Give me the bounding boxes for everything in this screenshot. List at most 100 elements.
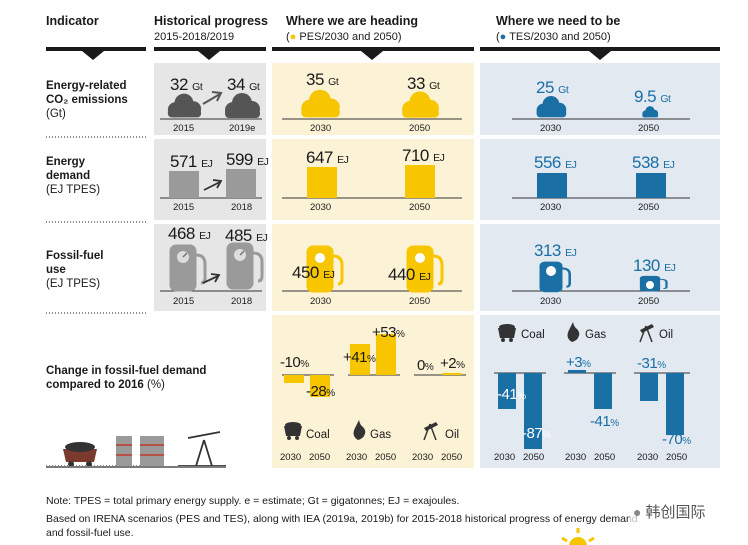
pes-oil-2050-bar bbox=[442, 373, 462, 375]
tes-oil-2050-pct: -70% bbox=[662, 431, 692, 448]
coal-cart-illustration-icon bbox=[63, 442, 97, 467]
change-bars-pes bbox=[46, 322, 690, 468]
co2-pes-2030-value: 35 Gt bbox=[306, 70, 339, 89]
energy-hist-2015-value: 571 EJ bbox=[170, 152, 213, 171]
pes-coal-2050-bar bbox=[310, 375, 330, 397]
row-label-co2: Energy-related CO₂ emissions (Gt) bbox=[46, 80, 128, 120]
arrow-icon bbox=[203, 179, 223, 191]
header-need-sub: (● TES/2030 and 2050) bbox=[496, 31, 611, 43]
co2-pes-2050-value: 33 Gt bbox=[407, 74, 440, 93]
illustration-ground bbox=[46, 466, 226, 468]
row-label-change: Change in fossil-fuel demand compared to… bbox=[46, 365, 207, 391]
note-3: and fossil-fuel use. bbox=[46, 527, 134, 539]
co2-clouds bbox=[167, 89, 659, 118]
refinery-illustration-icon bbox=[116, 436, 164, 466]
change-year: 2050 bbox=[309, 452, 331, 463]
energy-tes-2050-value: 538 EJ bbox=[632, 153, 675, 172]
energy-pes-2030-value: 647 EJ bbox=[306, 148, 349, 167]
tes-coal-2050-bar bbox=[524, 373, 542, 449]
fossil-pumps bbox=[168, 241, 668, 294]
co2-year: 2015 bbox=[173, 123, 195, 134]
change-year: 2030 bbox=[346, 452, 368, 463]
co2-year: 2019e bbox=[229, 123, 256, 134]
energy-bar bbox=[636, 173, 666, 198]
change-year: 2030 bbox=[565, 452, 587, 463]
fossil-hist-2018-value: 485 EJ bbox=[225, 226, 268, 245]
tes-coal-2030-pct: -41% bbox=[497, 386, 527, 403]
tes-gas-2050-pct: -41% bbox=[590, 413, 620, 430]
change-year: 2030 bbox=[637, 452, 659, 463]
gas-flame-icon bbox=[353, 420, 366, 440]
note-2: Based on IRENA scenarios (PES and TES), … bbox=[46, 513, 638, 525]
tes-gas-label: Gas bbox=[585, 329, 607, 341]
fossil-pes-2050-value: 440 EJ bbox=[388, 265, 431, 284]
gas-flame-icon bbox=[567, 322, 580, 342]
energy-year: 2030 bbox=[540, 202, 562, 213]
arrow-icon bbox=[202, 91, 223, 105]
row-separators bbox=[46, 118, 690, 467]
header-heading: Where we are heading bbox=[286, 14, 418, 28]
row-label-fossil: Fossil-fuel use (EJ TPES) bbox=[46, 250, 104, 290]
pes-oil-2050-pct: +2% bbox=[440, 355, 466, 372]
note-1: Note: TPES = total primary energy supply… bbox=[46, 495, 460, 507]
change-year: 2050 bbox=[594, 452, 616, 463]
tes-oil-2050-bar bbox=[666, 373, 684, 435]
header-heading-sub: (● PES/2030 and 2050) bbox=[286, 31, 402, 43]
header-rules bbox=[46, 47, 720, 60]
tes-coal-2030-bar bbox=[498, 373, 516, 409]
energy-year: 2015 bbox=[173, 202, 195, 213]
co2-hist-2015-value: 32 Gt bbox=[170, 75, 203, 94]
fossil-year: 2050 bbox=[409, 296, 431, 307]
co2-year: 2050 bbox=[638, 123, 660, 134]
energy-year: 2050 bbox=[638, 202, 660, 213]
energy-year: 2018 bbox=[231, 202, 253, 213]
change-year: 2050 bbox=[375, 452, 397, 463]
energy-tes-2030-value: 556 EJ bbox=[534, 153, 577, 172]
change-year: 2050 bbox=[666, 452, 688, 463]
pes-gas-2050-pct: +53% bbox=[372, 324, 405, 341]
co2-hist-2019-value: 34 Gt bbox=[227, 75, 260, 94]
fossil-year: 2018 bbox=[231, 296, 253, 307]
co2-tes-2050-value: 9.5 Gt bbox=[634, 87, 671, 106]
watermark: ● 韩创国际 bbox=[630, 500, 709, 523]
energy-bar bbox=[307, 167, 337, 198]
tes-oil-2030-pct: -31% bbox=[637, 355, 667, 372]
pes-coal-2030-pct: -10% bbox=[280, 354, 310, 371]
energy-bar bbox=[169, 171, 199, 198]
pes-coal-2050-pct: -28% bbox=[306, 383, 336, 400]
co2-year: 2030 bbox=[540, 123, 562, 134]
header-need: Where we need to be bbox=[496, 14, 621, 28]
energy-bars bbox=[169, 165, 666, 198]
energy-bar bbox=[226, 169, 256, 198]
co2-tes-2030-value: 25 Gt bbox=[536, 78, 569, 97]
oil-pumpjack-illustration-icon bbox=[178, 431, 226, 467]
pes-oil-2030-pct: 0% bbox=[417, 357, 434, 374]
fossil-year: 2050 bbox=[638, 296, 660, 307]
row-label-energy: Energy demand (EJ TPES) bbox=[46, 156, 101, 196]
pes-column-bg bbox=[272, 63, 474, 468]
coal-cart-icon bbox=[498, 324, 516, 342]
fossil-hist-2015-value: 468 EJ bbox=[168, 224, 211, 243]
fossil-year: 2030 bbox=[310, 296, 332, 307]
energy-bar bbox=[405, 165, 435, 198]
sun-icon bbox=[561, 528, 595, 545]
energy-bar bbox=[537, 173, 567, 198]
header-historical-years: 2015-2018/2019 bbox=[154, 31, 235, 43]
change-year: 2050 bbox=[441, 452, 463, 463]
fossil-tes-2050-value: 130 EJ bbox=[633, 256, 676, 275]
fossil-tes-2030-value: 313 EJ bbox=[534, 241, 577, 260]
co2-year: 2030 bbox=[310, 123, 332, 134]
pes-oil-label: Oil bbox=[445, 429, 460, 441]
header-historical: Historical progress bbox=[154, 14, 268, 28]
coal-cart-icon bbox=[284, 422, 302, 440]
pes-coal-label: Coal bbox=[306, 429, 330, 441]
tes-oil-label: Oil bbox=[659, 329, 674, 341]
fossil-year: 2030 bbox=[540, 296, 562, 307]
energy-year: 2050 bbox=[409, 202, 431, 213]
wechat-icon: ● bbox=[633, 503, 642, 520]
arrow-icon bbox=[202, 273, 221, 284]
tes-oil-2030-bar bbox=[640, 373, 658, 401]
energy-year: 2030 bbox=[310, 202, 332, 213]
oil-derrick-icon bbox=[423, 422, 438, 441]
pes-gas-2050-bar bbox=[376, 334, 396, 375]
